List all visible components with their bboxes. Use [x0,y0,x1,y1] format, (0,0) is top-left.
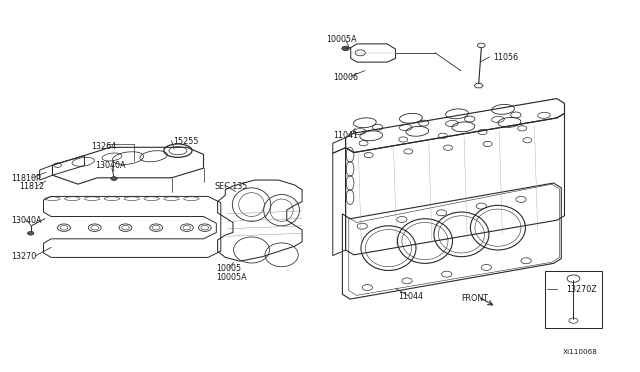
Text: 11056: 11056 [493,53,518,62]
Text: 10005A: 10005A [216,273,247,282]
Text: 11810P: 11810P [12,174,41,183]
Text: 11041: 11041 [333,131,358,140]
Circle shape [28,231,34,235]
Text: 15255: 15255 [173,137,198,146]
Text: 10006: 10006 [333,73,358,81]
Text: 13040A: 13040A [12,216,42,225]
Text: 13040A: 13040A [95,161,125,170]
Circle shape [111,177,117,180]
Text: 10005: 10005 [216,264,241,273]
Text: 11044: 11044 [398,292,423,301]
Text: 13270Z: 13270Z [566,285,596,294]
Text: 11812: 11812 [19,182,44,191]
Text: SEC.135: SEC.135 [214,182,248,190]
Bar [545,271,602,328]
Circle shape [342,46,349,51]
Text: 10005A: 10005A [326,35,357,44]
Text: 13270: 13270 [12,252,36,261]
Text: FRONT: FRONT [461,294,488,303]
Text: XI110068: XI110068 [563,349,598,355]
Text: 13264: 13264 [92,142,116,151]
